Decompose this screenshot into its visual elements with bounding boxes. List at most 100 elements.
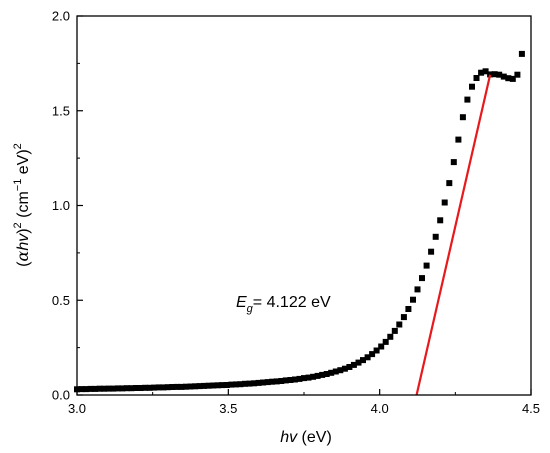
data-point	[328, 369, 335, 376]
data-point	[505, 75, 512, 82]
data-point	[78, 386, 85, 393]
x-axis-title-symbol: hv	[280, 429, 298, 446]
y-tick-label: 1.0	[52, 198, 70, 213]
data-point	[223, 382, 230, 388]
data-points	[74, 50, 525, 393]
data-point	[423, 262, 430, 269]
data-point	[282, 377, 289, 384]
data-point	[396, 321, 403, 328]
data-point	[355, 359, 362, 366]
x-axis-title-unit: (eV)	[297, 429, 332, 446]
data-point	[251, 380, 258, 387]
data-point	[273, 378, 280, 385]
data-point	[228, 381, 235, 388]
y-tick-label: 1.5	[52, 103, 70, 118]
data-point	[369, 351, 376, 358]
data-point	[242, 380, 248, 387]
data-point	[110, 385, 117, 392]
data-point	[160, 384, 167, 391]
linear-fit-line	[415, 74, 492, 396]
data-point	[183, 383, 189, 390]
data-point	[287, 377, 294, 383]
y-axis-title-close: )	[15, 228, 32, 233]
data-point	[146, 384, 153, 391]
data-point	[137, 385, 144, 391]
data-point	[210, 382, 217, 389]
data-point	[301, 375, 307, 382]
data-point	[314, 372, 321, 379]
data-point	[114, 385, 121, 392]
data-point	[119, 385, 126, 392]
bandgap-value: = 4.122 eV	[253, 294, 331, 311]
y-axis-title-hv: hv	[15, 233, 32, 251]
data-point	[219, 382, 226, 389]
data-point	[469, 83, 475, 90]
data-point	[246, 380, 253, 387]
x-tick-labels: 3.0 3.5 4.0 4.5	[68, 401, 540, 416]
data-point	[214, 382, 221, 389]
data-point	[92, 385, 99, 392]
data-point	[500, 73, 507, 80]
data-point	[482, 68, 489, 75]
y-axis-title: (αhv)2 (cm−1 eV)2	[12, 143, 32, 267]
y-axis-title-sup1: 2	[12, 222, 24, 228]
data-point	[192, 383, 198, 390]
data-point	[323, 371, 330, 377]
data-point	[128, 385, 135, 392]
data-point	[96, 385, 103, 392]
data-point	[319, 371, 326, 378]
data-point	[378, 343, 385, 350]
data-point	[87, 385, 94, 392]
data-point	[437, 217, 444, 224]
data-point	[387, 333, 394, 340]
data-point	[169, 384, 176, 390]
y-axis-title-sup3: 2	[12, 143, 24, 149]
data-point	[205, 382, 212, 389]
data-point	[232, 381, 239, 388]
data-point	[382, 338, 389, 345]
bandgap-annotation: Eg= 4.122 eV	[236, 294, 331, 315]
y-tick-label: 0.0	[52, 388, 70, 403]
data-point	[133, 385, 139, 391]
data-point	[432, 233, 439, 240]
bandgap-symbol: E	[236, 294, 247, 311]
data-point	[278, 378, 285, 384]
x-tick-label: 4.5	[522, 401, 540, 416]
data-point	[255, 379, 262, 386]
y-axis-title-alpha: α	[13, 250, 32, 261]
data-point	[441, 199, 448, 206]
y-axis-title-unit2: eV)	[15, 149, 32, 178]
data-point	[373, 347, 380, 354]
data-point	[142, 384, 149, 391]
data-point	[491, 71, 498, 78]
data-point	[459, 114, 466, 121]
data-point	[391, 327, 398, 334]
data-point	[414, 286, 421, 293]
data-point	[473, 75, 480, 81]
data-point	[155, 384, 162, 391]
data-point	[518, 50, 525, 57]
y-tick-labels: 0.0 0.5 1.0 1.5 2.0	[52, 9, 70, 403]
data-point	[400, 314, 407, 321]
data-point	[360, 357, 366, 364]
plot-frame	[76, 15, 532, 396]
data-point	[264, 379, 271, 386]
data-point	[496, 71, 503, 78]
data-point	[487, 71, 494, 78]
data-point	[237, 381, 244, 388]
data-point	[410, 296, 416, 303]
data-point	[173, 383, 180, 390]
x-axis-title: hv (eV)	[280, 429, 332, 446]
x-tick-label: 4.0	[371, 401, 389, 416]
data-point	[178, 383, 185, 390]
data-point	[83, 386, 90, 393]
y-axis-title-sup2: −1	[12, 179, 24, 192]
data-point	[123, 385, 130, 392]
data-point	[164, 384, 171, 391]
data-point	[346, 364, 353, 370]
data-point	[337, 367, 344, 374]
data-point	[269, 378, 276, 385]
data-point	[187, 383, 194, 390]
